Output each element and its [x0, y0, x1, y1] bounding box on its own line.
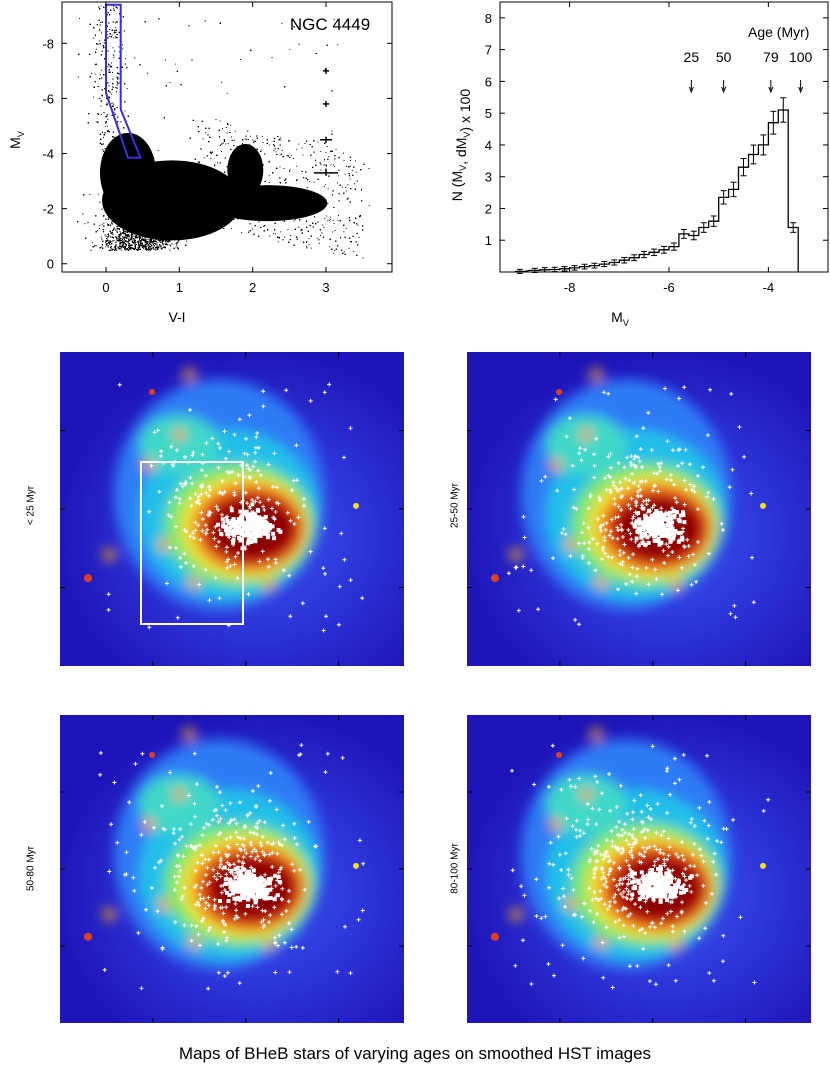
cmd-xlabel: V-I [168, 309, 185, 325]
cmd-chart: 0 1 2 3 0 -2 -4 -6 -8 NGC 4449 V-I MV [7, 1, 393, 325]
point-source [760, 502, 766, 509]
bheb-star-markers [98, 743, 366, 991]
x-tick-label: -4 [763, 280, 775, 295]
y-tick-label: -2 [42, 202, 54, 217]
y-tick-label: 3 [485, 170, 492, 185]
y-tick-label: 7 [485, 43, 492, 58]
point-source [491, 932, 499, 941]
cmd-panel: 0 1 2 3 0 -2 -4 -6 -8 NGC 4449 V-I MV [0, 0, 400, 330]
y-tick-label: 5 [485, 106, 492, 121]
luminosity-function-step [514, 109, 799, 273]
y-tick-label: -6 [42, 91, 54, 106]
bheb-star-markers [510, 743, 771, 990]
cmd-title: NGC 4449 [290, 15, 370, 34]
point-source [556, 389, 562, 395]
cmd-axes-frame [61, 1, 393, 273]
point-source [760, 862, 766, 869]
region-box [140, 461, 244, 625]
cmd-ylabel: MV [7, 131, 26, 149]
y-tick-label: 4 [485, 138, 492, 153]
map-frame-ticks [467, 352, 811, 666]
age-legend-title: Age (Myr) [748, 24, 809, 40]
histogram-chart: -8 -6 -4 1 2 3 4 5 6 7 8 Age (Myr) 25 50 79 100 MV N (MV,… [449, 1, 829, 328]
bheb-star-markers [506, 385, 756, 627]
bheb-star-markers [106, 382, 365, 633]
y-tick-label: 2 [485, 201, 492, 216]
hist-axes-frame [499, 1, 829, 273]
smoothed-hst-map [467, 715, 811, 1023]
point-source [491, 574, 499, 583]
x-tick-label: -6 [663, 280, 675, 295]
age-marker-label: 50 [716, 49, 732, 65]
map-label-3: 50-80 Myr [25, 846, 37, 892]
point-source [556, 752, 562, 758]
cmd-dense-region [227, 144, 264, 197]
y-tick-label: 1 [485, 233, 492, 248]
map-label-2: 25-50 Myr [449, 483, 461, 529]
point-source [353, 502, 359, 509]
y-tick-label: 8 [485, 11, 492, 26]
smoothed-hst-map [467, 352, 811, 666]
map-frame-ticks [60, 352, 404, 666]
x-tick-label: 1 [176, 280, 183, 295]
map-panel-1 [60, 352, 404, 666]
map-label-1: < 25 Myr [25, 485, 37, 526]
x-tick-label: 2 [249, 280, 256, 295]
y-tick-label: 0 [47, 257, 54, 272]
smoothed-hst-map [60, 352, 404, 666]
y-tick-label: 6 [485, 74, 492, 89]
x-tick-label: 0 [102, 280, 109, 295]
point-source [84, 932, 92, 941]
figure-caption: Maps of BHeB stars of varying ages on sm… [178, 1044, 652, 1063]
point-source [353, 862, 359, 869]
y-tick-label: -8 [42, 36, 54, 51]
point-source [149, 752, 155, 758]
histogram-panel: -8 -6 -4 1 2 3 4 5 6 7 8 Age (Myr) 25 50 79 100 MV N (MV,… [410, 0, 830, 330]
map-panel-2 [467, 352, 811, 666]
hist-xlabel: MV [611, 309, 629, 328]
map-panel-3 [60, 715, 404, 1023]
point-source [84, 574, 92, 583]
cmd-dense-region [207, 185, 328, 222]
bheb-selection-box [105, 3, 142, 159]
galaxy-emission [510, 728, 732, 970]
map-panel-4 [467, 715, 811, 1023]
x-tick-label: -8 [564, 280, 576, 295]
point-source [149, 389, 155, 395]
smoothed-hst-map [60, 715, 404, 1023]
y-tick-label: -4 [42, 147, 54, 162]
age-marker-label: 25 [684, 49, 700, 65]
map-label-4: 80-100 Myr [449, 843, 461, 894]
hist-ylabel: N (MV, dMV) x 100 [449, 89, 473, 202]
cmd-dense-region [100, 132, 156, 213]
age-marker-label: 100 [789, 49, 813, 65]
map-frame-ticks [60, 715, 404, 1023]
x-tick-label: 3 [322, 280, 329, 295]
age-marker-label: 79 [763, 49, 779, 65]
map-frame-ticks [467, 715, 811, 1023]
